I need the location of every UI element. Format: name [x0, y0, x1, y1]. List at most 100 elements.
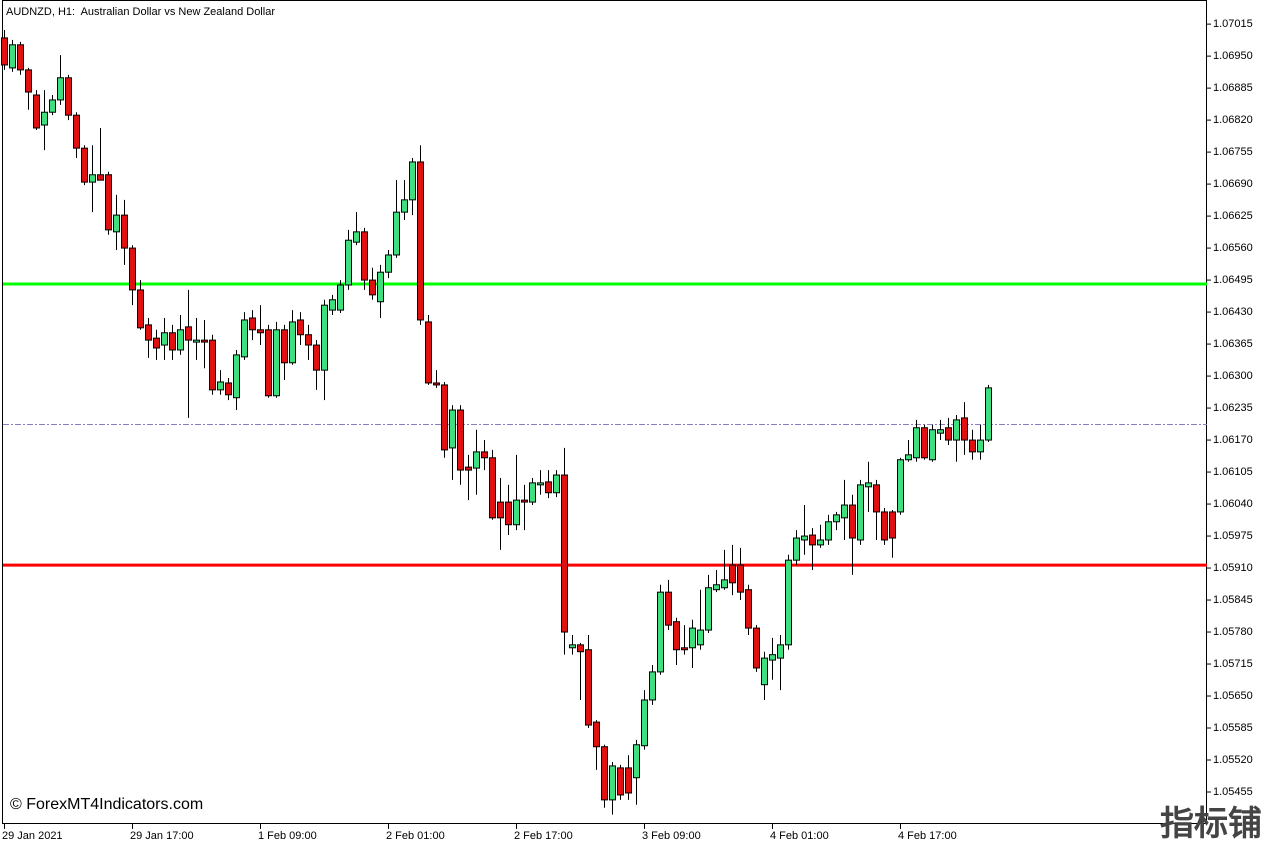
candle-body — [33, 94, 40, 129]
candle-body — [305, 334, 312, 346]
y-tick-label: 1.06040 — [1213, 498, 1253, 510]
candle-body — [105, 174, 112, 231]
candle-body — [145, 324, 152, 341]
candle-body — [393, 211, 400, 256]
candle-body — [953, 419, 960, 441]
candle-body — [969, 439, 976, 453]
logo: 指标铺 — [1160, 805, 1262, 843]
candle-body — [937, 429, 944, 434]
y-tick-label: 1.06300 — [1213, 370, 1253, 382]
candle-body — [881, 511, 888, 541]
candle-body — [617, 767, 624, 796]
candle-body — [89, 174, 96, 183]
candle-body — [281, 329, 288, 364]
candle-body — [657, 591, 664, 673]
y-tick-label: 1.07015 — [1213, 18, 1253, 30]
candle-body — [793, 537, 800, 561]
candle-body — [921, 427, 928, 459]
candle-body — [409, 161, 416, 201]
candle-body — [521, 499, 528, 503]
y-tick-label: 1.05455 — [1213, 786, 1253, 798]
candle-body — [241, 319, 248, 358]
candle-body — [425, 321, 432, 384]
y-tick-label: 1.05520 — [1213, 754, 1253, 766]
candle-body — [977, 439, 984, 453]
x-tick-label: 29 Jan 2021 — [2, 830, 63, 842]
candle-body — [153, 337, 160, 349]
candle-body — [1, 37, 8, 66]
candle-body — [809, 534, 816, 546]
candle-body — [929, 429, 936, 461]
candle-body — [265, 329, 272, 397]
candle-body — [593, 721, 600, 748]
candle-body — [577, 644, 584, 653]
candle-body — [697, 629, 704, 646]
candle-body — [217, 381, 224, 391]
candle-body — [753, 627, 760, 669]
y-tick-label: 1.06885 — [1213, 82, 1253, 94]
candle-body — [465, 466, 472, 471]
candle-body — [137, 289, 144, 329]
chart-title: AUDNZD, H1: Australian Dollar vs New Zea… — [6, 6, 275, 18]
candle-body — [49, 99, 56, 113]
candle-body — [537, 482, 544, 486]
candle-body — [233, 354, 240, 399]
candle-body — [633, 744, 640, 779]
candle-body — [745, 589, 752, 629]
candle-body — [457, 409, 464, 471]
candle-body — [257, 329, 264, 334]
candle-body — [721, 579, 728, 589]
y-tick-label: 1.05975 — [1213, 530, 1253, 542]
y-tick-label: 1.06625 — [1213, 210, 1253, 222]
candle-body — [857, 484, 864, 541]
candle-body — [785, 559, 792, 646]
candle-body — [433, 382, 440, 386]
candle-body — [801, 535, 808, 541]
candle-body — [985, 387, 992, 441]
candle-body — [713, 584, 720, 591]
candle-body — [945, 427, 952, 441]
candle-body — [441, 384, 448, 451]
candle-body — [345, 239, 352, 286]
candle-body — [385, 254, 392, 273]
candle-body — [585, 649, 592, 726]
candle-body — [9, 44, 16, 69]
y-tick-label: 1.06495 — [1213, 274, 1253, 286]
candle-body — [321, 304, 328, 371]
candle-body — [897, 459, 904, 513]
candle-body — [25, 69, 32, 93]
candle-body — [553, 474, 560, 494]
candle-body — [177, 329, 184, 351]
candle-body — [65, 77, 72, 116]
candle-body — [329, 299, 336, 311]
candle-body — [905, 454, 912, 461]
y-tick-label: 1.06235 — [1213, 402, 1253, 414]
y-tick-label: 1.05585 — [1213, 722, 1253, 734]
y-tick-label: 1.06105 — [1213, 466, 1253, 478]
candle-body — [497, 501, 504, 519]
candle-body — [249, 317, 256, 331]
candle-body — [193, 339, 200, 343]
candle-body — [313, 344, 320, 371]
candle-body — [705, 587, 712, 631]
y-tick-label: 1.05650 — [1213, 690, 1253, 702]
candle-body — [817, 539, 824, 546]
watermark: © ForexMT4Indicators.com — [10, 796, 203, 813]
candle-body — [737, 564, 744, 593]
candle-body — [417, 161, 424, 321]
candle-body — [601, 746, 608, 801]
x-tick-label: 2 Feb 01:00 — [386, 830, 445, 842]
candle-body — [377, 271, 384, 303]
candle-body — [17, 44, 24, 71]
candle-body — [489, 457, 496, 519]
candle-body — [209, 339, 216, 391]
candle-body — [473, 451, 480, 469]
candle-body — [609, 765, 616, 801]
candle-body — [185, 326, 192, 341]
candle-body — [161, 332, 168, 346]
candle-body — [769, 654, 776, 661]
candle-body — [825, 521, 832, 541]
candle-body — [169, 332, 176, 351]
candle-body — [625, 767, 632, 794]
